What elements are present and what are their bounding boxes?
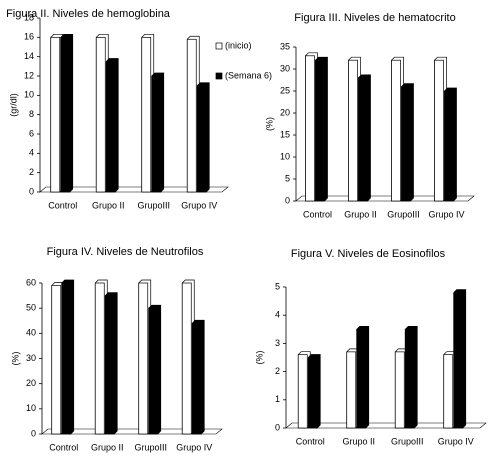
bar <box>61 282 72 435</box>
y-tick-label: 30 <box>280 63 290 73</box>
x-tick-label: Control <box>296 436 325 446</box>
y-tick-label: 25 <box>280 85 290 95</box>
bar <box>60 36 71 193</box>
y-tick-label: 6 <box>29 128 34 138</box>
bar <box>315 59 325 202</box>
x-tick-label: Control <box>303 209 332 219</box>
y-axis-label: (%) <box>10 352 20 366</box>
y-tick-label: 60 <box>26 277 36 287</box>
bar <box>148 307 159 435</box>
bar <box>191 322 202 435</box>
floor <box>39 186 229 193</box>
legend-label: (inicio) <box>225 40 252 50</box>
y-tick-label: 0 <box>275 422 280 432</box>
y-tick-label: 4 <box>275 310 280 320</box>
y-tick-label: 1 <box>275 394 280 404</box>
y-tick-label: 3 <box>275 338 280 348</box>
x-tick-label: GrupoIII <box>134 442 167 452</box>
y-tick-label: 2 <box>275 366 280 376</box>
bar <box>356 328 367 429</box>
bar <box>151 75 162 193</box>
y-tick-label: 0 <box>31 428 36 438</box>
bar <box>404 328 415 429</box>
y-tick-label: 2 <box>29 167 34 177</box>
legend-swatch <box>215 72 223 80</box>
y-tick-label: 20 <box>280 107 290 117</box>
y-tick-label: 10 <box>24 90 34 100</box>
bar <box>105 61 116 193</box>
bar <box>453 292 464 429</box>
legend-label: (Semana 6) <box>225 70 272 80</box>
bar <box>401 86 411 202</box>
y-tick-label: 0 <box>285 195 290 205</box>
x-tick-label: Grupo II <box>344 209 377 219</box>
bar <box>141 36 152 193</box>
bar <box>358 77 368 202</box>
y-tick-label: 18 <box>24 12 34 22</box>
y-tick-label: 14 <box>24 51 34 61</box>
legend-swatch <box>215 42 223 50</box>
x-tick-label: GrupoIII <box>137 200 170 210</box>
y-tick-label: 16 <box>24 32 34 42</box>
bar <box>196 85 207 193</box>
x-tick-label: Control <box>48 200 77 210</box>
bar <box>51 285 62 435</box>
bar <box>186 38 197 193</box>
y-tick-label: 8 <box>29 109 34 119</box>
x-tick-label: GrupoIII <box>387 209 420 219</box>
bar <box>95 36 106 193</box>
bar <box>434 59 444 202</box>
y-tick-label: 4 <box>29 148 34 158</box>
y-tick-label: 40 <box>26 328 36 338</box>
bar <box>346 351 357 429</box>
bar <box>444 90 454 202</box>
chart-title: Figura III. Niveles de hematocrito <box>294 12 455 24</box>
y-tick-label: 5 <box>275 281 280 291</box>
x-tick-label: Grupo IV <box>181 200 217 210</box>
bar <box>305 55 315 202</box>
y-tick-label: 15 <box>280 129 290 139</box>
bar <box>348 59 358 202</box>
bar <box>297 354 308 429</box>
y-tick-label: 35 <box>280 41 290 51</box>
y-tick-label: 5 <box>285 173 290 183</box>
x-tick-label: Grupo IV <box>428 209 464 219</box>
x-tick-label: Control <box>49 442 78 452</box>
bar <box>391 59 401 202</box>
bar <box>94 282 105 435</box>
bar <box>104 295 115 435</box>
x-tick-label: Grupo II <box>91 442 124 452</box>
bar <box>394 351 405 429</box>
y-tick-label: 50 <box>26 303 36 313</box>
x-tick-label: GrupoIII <box>391 436 424 446</box>
x-tick-label: Grupo II <box>342 436 375 446</box>
bar <box>307 357 318 429</box>
chart-title: Figura II. Niveles de hemoglobina <box>6 8 171 20</box>
y-tick-label: 0 <box>29 186 34 196</box>
y-axis-label: (%) <box>264 117 274 131</box>
y-axis-label: (gr/dl) <box>8 93 18 117</box>
y-tick-label: 10 <box>280 151 290 161</box>
bar <box>443 354 454 429</box>
x-tick-label: Grupo IV <box>438 436 474 446</box>
y-axis-label: (%) <box>254 351 264 365</box>
y-tick-label: 30 <box>26 353 36 363</box>
chart-title: Figura IV. Niveles de Neutrofilos <box>47 246 204 258</box>
y-tick-label: 12 <box>24 70 34 80</box>
bar <box>181 282 192 435</box>
bar <box>138 282 149 435</box>
y-tick-label: 10 <box>26 403 36 413</box>
x-tick-label: Grupo II <box>92 200 125 210</box>
x-tick-label: Grupo IV <box>176 442 212 452</box>
chart-title: Figura V. Niveles de Eosinofilos <box>291 248 446 260</box>
bar <box>50 36 61 193</box>
y-tick-label: 20 <box>26 378 36 388</box>
floor <box>285 422 487 429</box>
